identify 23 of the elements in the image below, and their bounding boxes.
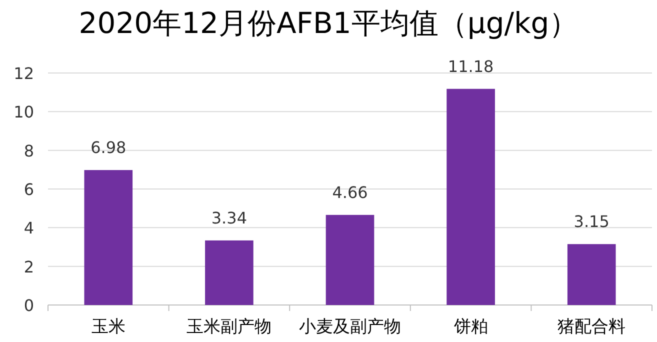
bar xyxy=(205,240,254,305)
y-tick-label: 2 xyxy=(24,257,34,276)
x-tick-label: 玉米副产物 xyxy=(186,317,272,337)
y-tick-label: 8 xyxy=(24,141,34,160)
x-tick-label: 猪配合料 xyxy=(558,317,626,337)
bar xyxy=(84,170,133,305)
x-tick-label: 饼粕 xyxy=(452,317,488,337)
x-tick-label: 小麦及副产物 xyxy=(299,317,401,337)
chart-title: 2020年12月份AFB1平均值（µg/kg） xyxy=(78,6,578,40)
bar xyxy=(567,244,616,305)
data-label: 6.98 xyxy=(90,138,126,158)
y-tick-label: 10 xyxy=(14,102,34,122)
data-label: 3.34 xyxy=(211,208,248,228)
y-tick-label: 12 xyxy=(14,64,34,83)
bar xyxy=(446,88,495,305)
y-tick-label: 0 xyxy=(24,296,34,315)
y-tick-label: 6 xyxy=(24,180,34,199)
data-label: 11.18 xyxy=(448,56,494,76)
y-tick-label: 4 xyxy=(24,218,34,238)
data-label: 3.15 xyxy=(574,212,610,232)
data-label: 4.66 xyxy=(332,182,368,202)
bar xyxy=(326,214,374,305)
x-tick-label: 玉米 xyxy=(91,317,126,337)
